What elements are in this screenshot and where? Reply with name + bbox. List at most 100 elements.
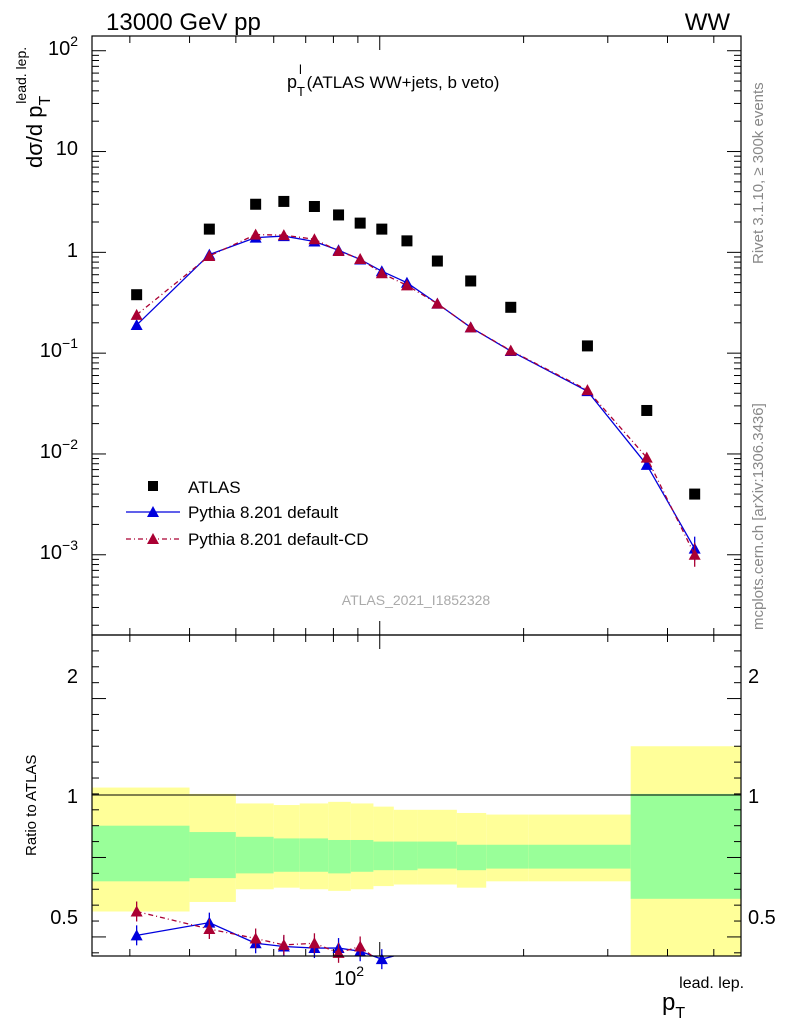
atlas-data-point xyxy=(401,235,413,247)
ratio-band-inner-3 xyxy=(273,838,300,872)
ratio-band-inner-6 xyxy=(350,839,374,872)
ratio-tick-right-2: 2 xyxy=(748,666,759,688)
pythia-cd-point xyxy=(431,297,444,309)
ratio-bands xyxy=(92,746,741,956)
ratio-y-axis-label: Ratio to ATLAS xyxy=(23,755,40,856)
ratio-series xyxy=(130,901,394,970)
y-axis-label-sub: T xyxy=(37,95,54,105)
ratio-band-inner-5 xyxy=(328,839,351,874)
ytick-label-1e1: 10 xyxy=(56,138,78,160)
legend: ATLAS Pythia 8.201 default Pythia 8.201 … xyxy=(126,478,369,549)
pythia-default-point xyxy=(130,319,143,331)
x-axis-label-sup: lead. lep. xyxy=(679,975,744,992)
atlas-data-point xyxy=(641,404,653,416)
ytick-label-1em2: 10−2 xyxy=(40,436,78,463)
atlas-data-point xyxy=(333,209,345,221)
ratio-tick-right-05: 0.5 xyxy=(748,907,776,929)
y-axis-label: dσ/d pTlead. lep. xyxy=(13,47,54,168)
ytick-label-1e2: 102 xyxy=(48,33,78,60)
pythia-cd-point xyxy=(504,344,517,356)
pythia-cd-point xyxy=(354,252,367,264)
analysis-watermark: ATLAS_2021_I1852328 xyxy=(342,592,491,608)
plot-title-sup: l xyxy=(299,62,302,77)
ytick-label-1em3: 10−3 xyxy=(40,537,78,564)
pythia-cd-point xyxy=(400,279,413,291)
main-series xyxy=(130,195,701,567)
ytick-label-1em3-exp: −3 xyxy=(62,537,78,553)
ratio-band-inner-11 xyxy=(486,844,529,869)
ratio-default-point xyxy=(130,929,143,941)
ratio-band-inner-1 xyxy=(189,832,236,879)
atlas-data-point xyxy=(203,223,215,235)
xtick-label-1e2-base: 10 xyxy=(334,968,356,990)
header-left: 13000 GeV pp xyxy=(106,9,261,36)
pythia-cd-point xyxy=(640,451,653,463)
atlas-data-point xyxy=(505,301,517,313)
ytick-label-1e2-exp: 2 xyxy=(70,33,78,49)
pythia-cd-point xyxy=(375,267,388,279)
plot-title-rest: (ATLAS WW+jets, b veto) xyxy=(302,73,500,92)
legend-atlas-label: ATLAS xyxy=(188,478,241,497)
atlas-data-point xyxy=(581,340,593,352)
ytick-label-1em1-base: 10 xyxy=(40,340,62,362)
pythia-cd-point xyxy=(332,245,345,257)
atlas-data-point xyxy=(431,255,443,267)
ratio-cd-point xyxy=(249,932,262,944)
ytick-label-1e0: 1 xyxy=(67,240,78,262)
ratio-tick-left-1: 1 xyxy=(67,786,78,808)
ratio-cd-point xyxy=(277,938,290,950)
ratio-cd-point xyxy=(308,937,321,949)
pythia-cd-point xyxy=(581,384,594,396)
atlas-data-point xyxy=(131,289,143,301)
y-axis-label-main: dσ/d p xyxy=(22,105,47,168)
ytick-label-1em2-exp: −2 xyxy=(62,436,78,452)
plot-title-main: p xyxy=(287,72,297,92)
ratio-band-inner-8 xyxy=(393,841,418,871)
ratio-band-inner-12 xyxy=(528,844,631,869)
atlas-data-point xyxy=(465,275,477,287)
ratio-default-line xyxy=(136,921,394,960)
atlas-data-point xyxy=(250,198,262,210)
ratio-band-inner-10 xyxy=(456,844,487,871)
ratio-cd-point xyxy=(332,946,345,958)
x-axis-label: pTlead. lep. xyxy=(662,975,744,1022)
ratio-band-inner-7 xyxy=(373,841,394,871)
ratio-tick-left-05: 0.5 xyxy=(50,907,78,929)
rivet-side-text: Rivet 3.1.10, ≥ 300k events xyxy=(750,82,767,264)
ratio-cd-point xyxy=(354,940,367,952)
ytick-label-1em3-base: 10 xyxy=(40,542,62,564)
atlas-data-point xyxy=(278,195,290,207)
ratio-band-inner-0 xyxy=(92,825,190,882)
axis-ticks xyxy=(92,36,741,956)
ratio-band-inner-9 xyxy=(417,841,457,869)
atlas-data-point xyxy=(308,200,320,212)
plot-title: pTl (ATLAS WW+jets, b veto) xyxy=(287,62,499,99)
atlas-data-point xyxy=(354,217,366,229)
ratio-band-inner-4 xyxy=(299,838,329,872)
legend-atlas-marker xyxy=(148,481,158,491)
ratio-tick-right-1: 1 xyxy=(748,786,759,808)
pythia-cd-point xyxy=(249,228,262,240)
x-axis-label-sub: T xyxy=(675,1005,685,1022)
legend-default-label: Pythia 8.201 default xyxy=(188,503,339,522)
ratio-cd-point xyxy=(130,905,143,917)
xtick-label-1e2-exp: 2 xyxy=(356,963,364,979)
y-axis-label-sup: lead. lep. xyxy=(13,47,29,104)
pythia-cd-point xyxy=(277,229,290,241)
pythia-cd-point xyxy=(130,308,143,320)
atlas-data-point xyxy=(689,488,701,500)
mcplots-side-text: mcplots.cern.ch [arXiv:1306.3436] xyxy=(750,403,767,630)
plot-title-sub: T xyxy=(297,84,305,99)
ratio-cd-point xyxy=(203,922,216,934)
pythia-default-point xyxy=(640,458,653,470)
xtick-label-1e2: 102 xyxy=(334,963,364,990)
pythia-cd-point xyxy=(308,233,321,245)
ratio-band-inner-2 xyxy=(235,836,274,874)
ratio-tick-left-2: 2 xyxy=(67,666,78,688)
ytick-label-1em2-base: 10 xyxy=(40,441,62,463)
legend-cd-label: Pythia 8.201 default-CD xyxy=(188,530,369,549)
pythia-cd-point xyxy=(688,548,701,560)
ratio-band-inner-13 xyxy=(630,793,741,899)
pythia-default-line xyxy=(136,235,696,549)
